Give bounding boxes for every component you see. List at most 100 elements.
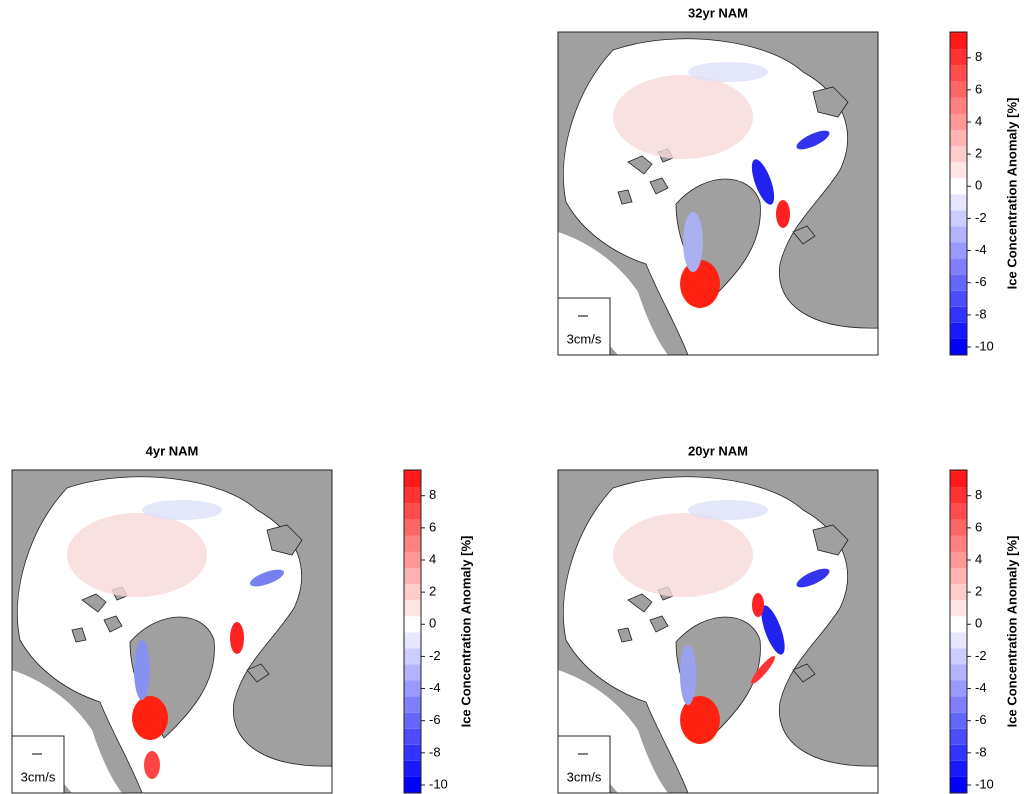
colorbar-band xyxy=(950,243,967,259)
colorbar-tick-label: -2 xyxy=(429,648,441,663)
anomaly xyxy=(683,212,703,272)
colorbar-band xyxy=(950,504,967,520)
scale-box xyxy=(558,298,610,355)
colorbar-band xyxy=(950,194,967,210)
colorbar-tick-label: -2 xyxy=(975,648,987,663)
colorbar-tick-label: -10 xyxy=(429,776,448,791)
colorbar-tick-label: 0 xyxy=(975,178,982,193)
colorbar-band xyxy=(950,745,967,761)
colorbar-band xyxy=(950,178,967,194)
colorbar-tick-label: -10 xyxy=(975,776,994,791)
colorbar-band xyxy=(404,552,421,568)
colorbar-tick-label: -8 xyxy=(975,744,987,759)
anomaly xyxy=(230,622,244,654)
colorbar-tick-label: 0 xyxy=(429,616,436,631)
colorbar-band xyxy=(950,729,967,745)
colorbar-band xyxy=(404,520,421,536)
panel: 20yr NAM 3cm/s xyxy=(558,443,878,793)
scale-box xyxy=(558,736,610,793)
colorbar-band xyxy=(950,307,967,323)
colorbar-tick-label: 6 xyxy=(975,519,982,534)
colorbar-band xyxy=(404,536,421,552)
colorbar-band xyxy=(950,226,967,242)
colorbar-label: Ice Concentration Anomaly [%] xyxy=(458,536,473,728)
anomaly xyxy=(680,260,720,308)
colorbar-tick-label: -6 xyxy=(975,712,987,727)
colorbar-tick-label: -8 xyxy=(429,744,441,759)
colorbar-band xyxy=(404,568,421,584)
colorbar-band xyxy=(950,50,967,66)
colorbar-band xyxy=(404,616,421,632)
colorbar-band xyxy=(404,632,421,648)
colorbar-band xyxy=(950,632,967,648)
colorbar-band xyxy=(950,761,967,777)
colorbar-tick-label: 8 xyxy=(975,49,982,64)
colorbar-band xyxy=(950,66,967,82)
colorbar-tick-label: 4 xyxy=(975,551,982,566)
colorbar-band xyxy=(950,713,967,729)
scale-label: 3cm/s xyxy=(21,769,56,784)
colorbar-band xyxy=(950,681,967,697)
colorbar-band xyxy=(950,162,967,178)
panel-title: 20yr NAM xyxy=(688,443,748,458)
colorbar-band xyxy=(950,339,967,355)
colorbar-band xyxy=(950,146,967,162)
colorbar-band xyxy=(404,648,421,664)
colorbar-band xyxy=(950,472,967,488)
colorbar-tick-label: -4 xyxy=(975,242,987,257)
colorbar-band xyxy=(404,600,421,616)
colorbar-tick-label: -4 xyxy=(429,680,441,695)
colorbar-band xyxy=(950,584,967,600)
colorbar-tick-label: -6 xyxy=(975,274,987,289)
page: 32yr NAM 3cm/s 4yr NAM 3cm/s 20yr NAM xyxy=(0,0,1024,794)
anomaly xyxy=(134,640,150,700)
colorbar-tick-label: -6 xyxy=(429,712,441,727)
colorbar-tick-label: -4 xyxy=(975,680,987,695)
anomaly xyxy=(680,645,696,705)
colorbar-band xyxy=(950,210,967,226)
colorbar-band xyxy=(950,130,967,146)
colorbar-band xyxy=(404,664,421,680)
colorbar-band xyxy=(404,777,421,793)
colorbar-tick-label: 6 xyxy=(429,519,436,534)
colorbar-band xyxy=(950,552,967,568)
colorbar-band xyxy=(950,34,967,50)
colorbar-band xyxy=(950,616,967,632)
colorbar-band xyxy=(404,713,421,729)
scale-label: 3cm/s xyxy=(567,331,602,346)
colorbar-tick-label: 6 xyxy=(975,81,982,96)
colorbar-band xyxy=(404,761,421,777)
colorbar-band xyxy=(950,291,967,307)
scale-label: 3cm/s xyxy=(567,769,602,784)
colorbar-band xyxy=(950,648,967,664)
panel-title: 4yr NAM xyxy=(146,443,199,458)
anomaly xyxy=(132,696,168,740)
colorbar-band xyxy=(950,536,967,552)
colorbar-tick-label: 2 xyxy=(975,584,982,599)
colorbar-tick-label: 8 xyxy=(429,487,436,502)
colorbar-band xyxy=(404,745,421,761)
colorbar-band xyxy=(950,697,967,713)
colorbar-tick-label: 4 xyxy=(429,551,436,566)
colorbar-label: Ice Concentration Anomaly [%] xyxy=(1004,536,1019,728)
colorbar-band xyxy=(404,697,421,713)
anomaly xyxy=(752,593,764,617)
colorbar-band xyxy=(950,114,967,130)
colorbar-band xyxy=(950,520,967,536)
colorbar-band xyxy=(950,259,967,275)
anomaly xyxy=(144,751,160,779)
colorbar-band xyxy=(404,488,421,504)
colorbar-tick-label: -8 xyxy=(975,306,987,321)
colorbar-band xyxy=(950,82,967,98)
colorbar: 86420-2-4-6-8-10Ice Concentration Anomal… xyxy=(950,32,1019,355)
panel: 32yr NAM 3cm/s xyxy=(558,5,878,355)
colorbar-tick-label: 2 xyxy=(429,584,436,599)
colorbar-band xyxy=(404,504,421,520)
colorbar-tick-label: -2 xyxy=(975,210,987,225)
colorbar-band xyxy=(950,568,967,584)
colorbar-band xyxy=(950,600,967,616)
colorbar-band xyxy=(404,729,421,745)
colorbar-tick-label: 2 xyxy=(975,146,982,161)
panel-title: 32yr NAM xyxy=(688,5,748,20)
colorbar-tick-label: -10 xyxy=(975,338,994,353)
